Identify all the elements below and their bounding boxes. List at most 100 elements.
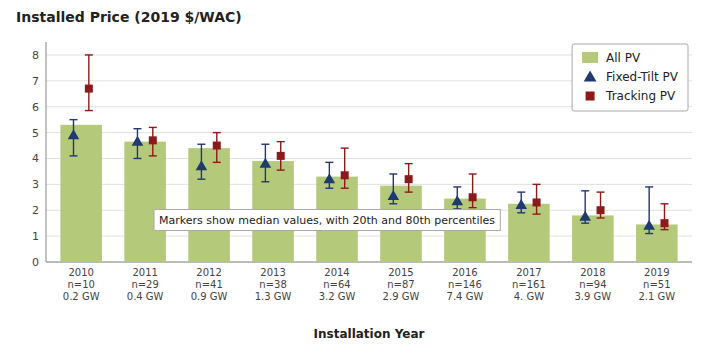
marker xyxy=(533,198,541,206)
legend: All PV Fixed-Tilt PV Tracking PV xyxy=(572,44,688,111)
x-tick-label-line: 3.9 GW xyxy=(575,291,612,302)
marker xyxy=(149,136,157,144)
error-cap xyxy=(389,173,397,174)
legend-label: Tracking PV xyxy=(605,89,676,103)
title: Installed Price (2019 $/WAC) xyxy=(16,9,242,25)
x-tick-label-line: n=94 xyxy=(579,279,606,290)
error-cap xyxy=(597,217,605,218)
bar xyxy=(60,125,102,262)
error-bar xyxy=(472,174,473,208)
legend-swatch xyxy=(582,52,598,63)
error-cap xyxy=(133,128,141,129)
marker xyxy=(196,160,208,170)
error-cap xyxy=(469,207,477,208)
x-tick-label-line: 2017 xyxy=(516,267,541,278)
annotation-text: Markers show median values, with 20th an… xyxy=(159,214,495,227)
error-cap xyxy=(197,144,205,145)
y-tick-label: 1 xyxy=(32,230,39,243)
y-axis-line xyxy=(46,42,47,262)
grid-line xyxy=(46,132,692,133)
y-tick-label: 3 xyxy=(32,178,39,191)
error-cap xyxy=(70,155,78,156)
error-cap xyxy=(660,203,668,204)
chart: Installed Price (2019 $/WAC)012345678201… xyxy=(0,0,704,348)
x-tick-label-line: 2015 xyxy=(388,267,413,278)
bar xyxy=(572,215,614,262)
x-tick-label: 2019n=512.1 GW xyxy=(638,267,675,302)
legend-items: All PV Fixed-Tilt PV Tracking PV xyxy=(582,51,679,103)
x-tick-label-line: 1.3 GW xyxy=(255,291,292,302)
error-cap xyxy=(405,163,413,164)
error-cap xyxy=(213,132,221,133)
y-tick-label: 2 xyxy=(32,204,39,217)
error-cap xyxy=(277,141,285,142)
bar xyxy=(508,204,550,262)
error-cap xyxy=(149,127,157,128)
marker xyxy=(341,171,349,179)
bar xyxy=(636,224,678,262)
error-cap xyxy=(325,188,333,189)
x-tick-label-line: n=29 xyxy=(131,279,158,290)
marker xyxy=(405,175,413,183)
x-tick-label-line: 2010 xyxy=(68,267,93,278)
x-tick-label: 2011n=290.4 GW xyxy=(127,267,164,302)
x-tick-label-line: 2018 xyxy=(580,267,605,278)
x-tick-label-line: n=87 xyxy=(387,279,414,290)
error-cap xyxy=(149,155,157,156)
x-tick-label-line: 0.9 GW xyxy=(191,291,228,302)
marker xyxy=(277,152,285,160)
errorbar-series xyxy=(68,120,655,234)
error-cap xyxy=(533,213,541,214)
x-tick-label-line: n=64 xyxy=(323,279,350,290)
marker xyxy=(132,136,144,146)
legend-marker xyxy=(584,70,597,81)
legend-box xyxy=(572,44,688,111)
x-tick-label-line: n=146 xyxy=(448,279,482,290)
error-cap xyxy=(197,178,205,179)
x-tick-label: 2014n=643.2 GW xyxy=(319,267,356,302)
y-tick-label: 5 xyxy=(32,127,39,140)
x-tick-label: 2018n=943.9 GW xyxy=(575,267,612,302)
error-cap xyxy=(261,144,269,145)
error-cap xyxy=(389,203,397,204)
error-cap xyxy=(341,147,349,148)
x-tick-label: 2010n=100.2 GW xyxy=(63,267,100,302)
marker xyxy=(469,193,477,201)
marker xyxy=(68,129,80,139)
x-tick-label-line: 2.9 GW xyxy=(383,291,420,302)
legend-label: All PV xyxy=(606,51,641,65)
y-tick-label: 6 xyxy=(32,101,39,114)
x-tick-label-line: 0.4 GW xyxy=(127,291,164,302)
x-tick-label-line: n=161 xyxy=(512,279,546,290)
legend-label: Fixed-Tilt PV xyxy=(606,70,679,84)
marker xyxy=(213,142,221,150)
x-tick-label-line: 2012 xyxy=(196,267,221,278)
error-cap xyxy=(469,173,477,174)
x-tick-label: 2012n=410.9 GW xyxy=(191,267,228,302)
marker xyxy=(388,190,400,200)
marker xyxy=(451,195,463,205)
error-cap xyxy=(660,229,668,230)
y-tick-label: 0 xyxy=(32,256,39,269)
bar-series xyxy=(60,125,677,262)
error-cap xyxy=(261,181,269,182)
marker xyxy=(515,199,527,209)
y-tick-label: 7 xyxy=(32,75,39,88)
x-axis-label: Installation Year xyxy=(314,327,425,341)
x-tick-label-line: 0.2 GW xyxy=(63,291,100,302)
x-tick-label: 2016n=1467.4 GW xyxy=(447,267,484,302)
bar xyxy=(188,148,230,262)
x-tick-label-line: 7.4 GW xyxy=(447,291,484,302)
y-tick-label: 4 xyxy=(32,152,39,165)
error-cap xyxy=(277,169,285,170)
x-tick-label-line: 4. GW xyxy=(514,291,544,302)
error-cap xyxy=(517,212,525,213)
x-tick-label-line: n=10 xyxy=(67,279,94,290)
marker xyxy=(660,219,668,227)
marker xyxy=(597,206,605,214)
x-tick-label: 2013n=381.3 GW xyxy=(255,267,292,302)
error-cap xyxy=(581,222,589,223)
error-cap xyxy=(70,119,78,120)
marker xyxy=(260,158,272,168)
error-cap xyxy=(645,186,653,187)
